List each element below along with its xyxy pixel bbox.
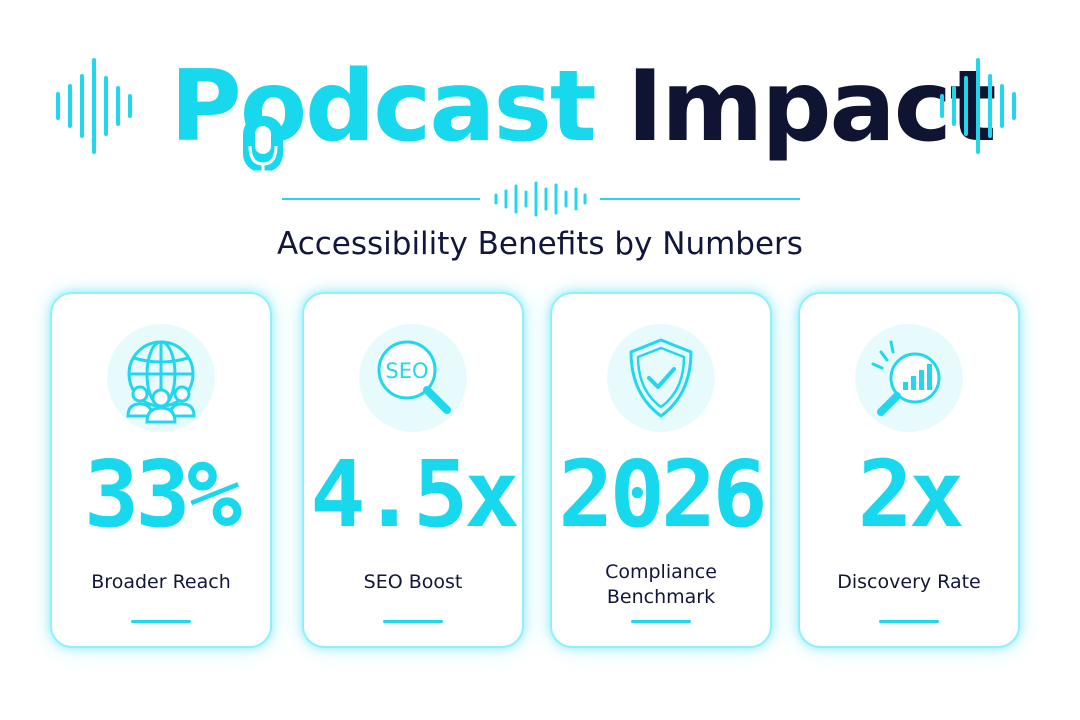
stat-value: 2026 [558, 441, 768, 548]
icon-circle [107, 324, 215, 432]
stat-value: 33% [83, 441, 242, 548]
divider-left [282, 198, 480, 200]
card-underline [631, 620, 691, 623]
stat-value: 4.5x [310, 441, 520, 548]
icon-circle: SEO [359, 324, 467, 432]
stat-card-discovery-rate: 2x Discovery Rate [798, 292, 1020, 648]
stat-card-broader-reach: 33% Broader Reach [50, 292, 272, 648]
globe-audience-icon [126, 340, 196, 424]
stat-label: Compliance Benchmark [605, 561, 717, 608]
title-accent-word: Podcast [170, 50, 597, 164]
title-row: Podcast Impact [0, 42, 1080, 174]
svg-text:SEO: SEO [385, 359, 428, 383]
stat-value: 2x [857, 441, 965, 548]
stat-card-seo-boost: SEO 4.5x SEO Boost [302, 292, 524, 648]
title-dark-word: Impact [626, 50, 997, 164]
icon-circle [855, 324, 963, 432]
mini-sound-wave-icon [494, 181, 587, 217]
seo-magnifier-icon: SEO [377, 340, 451, 414]
sound-wave-right-icon [940, 58, 1016, 154]
page-title: Podcast Impact [170, 42, 997, 172]
shield-check-icon [629, 338, 693, 418]
card-underline [131, 620, 191, 623]
stat-label: SEO Boost [363, 571, 463, 593]
card-underline [879, 620, 939, 623]
icon-circle [607, 324, 715, 432]
page-subtitle: Accessibility Benefits by Numbers [277, 226, 803, 262]
microphone-icon [243, 116, 283, 174]
chart-magnifier-icon [871, 340, 941, 416]
divider-right [600, 198, 800, 200]
card-underline [383, 620, 443, 623]
sound-wave-left-icon [56, 58, 132, 154]
stat-label: Discovery Rate [837, 571, 981, 593]
stat-card-compliance-benchmark: 2026 Compliance Benchmark [550, 292, 772, 648]
stat-label: Broader Reach [91, 571, 231, 593]
